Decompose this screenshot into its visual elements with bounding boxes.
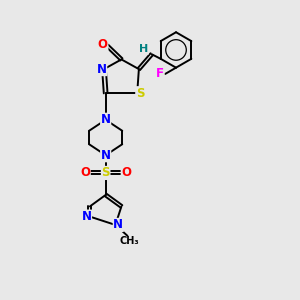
- Text: H: H: [139, 44, 148, 54]
- Text: CH₃: CH₃: [119, 236, 139, 246]
- Text: F: F: [156, 68, 164, 80]
- Text: S: S: [101, 167, 110, 179]
- Text: N: N: [97, 63, 107, 76]
- Text: N: N: [82, 210, 92, 223]
- Text: N: N: [101, 149, 111, 162]
- Text: N: N: [113, 218, 123, 231]
- Text: O: O: [80, 167, 90, 179]
- Text: O: O: [121, 167, 131, 179]
- Text: O: O: [98, 38, 108, 51]
- Text: S: S: [136, 87, 144, 100]
- Text: N: N: [101, 113, 111, 126]
